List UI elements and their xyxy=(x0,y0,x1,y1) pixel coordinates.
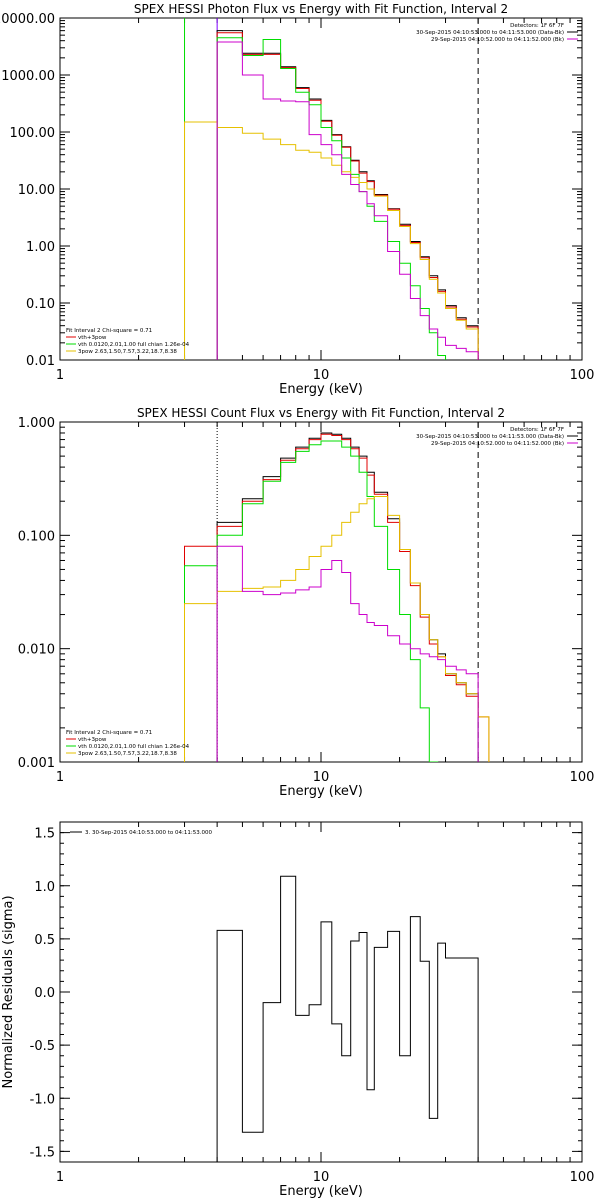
chart-resid: 1 10 100 Energy (keV) -1.5 -1.0 -0.5 0.0 0.5 1.0 1… xyxy=(1,821,595,1199)
y-tick-label: 0.5 xyxy=(34,933,55,948)
legend-entry: 29-Sep-2015 04:10:52.000 to 04:11:52.000… xyxy=(431,37,564,43)
legend-entry: vth 0.0120,2.01,1.00 full chian 1.26e-04 xyxy=(78,744,190,750)
series-line xyxy=(216,545,479,762)
chart-photon: SPEX HESSI Photon Flux vs Energy with Fi… xyxy=(0,2,594,397)
legend-entry: Fit Interval 2 Chi-square = 0.71 xyxy=(66,328,152,334)
legend-entry: vth+3pow xyxy=(78,335,107,341)
series-line xyxy=(216,875,479,1162)
y-tick-label: 1.5 xyxy=(34,827,55,842)
y-tick-label: 10.00 xyxy=(18,183,55,198)
legend-entry: 30-Sep-2015 04:10:53.000 to 04:11:53.000… xyxy=(416,434,564,440)
series-line xyxy=(184,496,490,762)
y-tick-label: 0.10 xyxy=(26,297,55,312)
y-tick-label: -1.0 xyxy=(30,1092,55,1107)
y-tick-label: 10000.00 xyxy=(0,12,55,27)
series-line xyxy=(184,440,446,762)
y-tick-label: 1000.00 xyxy=(1,69,55,84)
x-tick-label: 100 xyxy=(570,770,595,785)
y-tick-label: 0.01 xyxy=(26,354,55,369)
legend-entry: 3pow 2.63,1.50,7.57,3.22,18.7,8.38 xyxy=(78,349,177,355)
y-tick-label: 100.00 xyxy=(10,126,56,141)
series-line xyxy=(216,32,479,360)
series-line xyxy=(216,30,479,360)
y-tick-label: 0.0 xyxy=(34,986,55,1001)
x-axis-label: Energy (keV) xyxy=(279,784,363,799)
legend-entry: vth+3pow xyxy=(78,737,107,743)
legend-entry: Fit Interval 2 Chi-square = 0.71 xyxy=(66,730,152,736)
legend-entry: vth 0.0120,2.01,1.00 full chian 1.26e-04 xyxy=(78,342,190,348)
x-tick-label: 1 xyxy=(56,368,64,383)
y-axis-label: Normalized Residuals (sigma) xyxy=(1,895,16,1088)
x-tick-label: 1 xyxy=(56,770,64,785)
y-tick-label: 1.0 xyxy=(34,880,55,895)
x-tick-label: 10 xyxy=(313,1170,330,1185)
plot-frame xyxy=(59,421,583,763)
legend-entry: Detectors: 1F 6F 7F xyxy=(510,427,564,433)
series-line xyxy=(216,37,446,360)
y-tick-label: -1.5 xyxy=(30,1145,55,1160)
series-line xyxy=(184,121,479,360)
x-tick-label: 100 xyxy=(570,368,595,383)
legend-entry: 3. 30-Sep-2015 04:10:53.000 to 04:11:53.… xyxy=(85,830,212,836)
legend-entry: 30-Sep-2015 04:10:53.000 to 04:11:53.000… xyxy=(416,30,564,36)
y-tick-label: 0.100 xyxy=(18,529,55,544)
chart-title: SPEX HESSI Photon Flux vs Energy with Fi… xyxy=(134,2,508,16)
series-line xyxy=(184,433,490,762)
plot-frame xyxy=(59,17,583,361)
series-line xyxy=(216,41,479,360)
x-tick-label: 1 xyxy=(56,1170,64,1185)
chart-title: SPEX HESSI Count Flux vs Energy with Fit… xyxy=(137,406,505,420)
x-tick-label: 10 xyxy=(313,770,330,785)
y-tick-label: 1.000 xyxy=(18,416,55,431)
y-tick-label: -0.5 xyxy=(30,1039,55,1054)
legend-entry: 29-Sep-2015 04:10:52.000 to 04:11:52.000… xyxy=(431,441,564,447)
series-line xyxy=(216,432,479,762)
chart-count: SPEX HESSI Count Flux vs Energy with Fit… xyxy=(18,406,595,799)
x-tick-label: 10 xyxy=(313,368,330,383)
x-axis-label: Energy (keV) xyxy=(279,1184,363,1199)
x-tick-label: 100 xyxy=(570,1170,595,1185)
legend-entry: 3pow 2.63,1.50,7.57,3.22,18.7,8.38 xyxy=(78,751,177,757)
y-tick-label: 1.00 xyxy=(26,240,55,255)
legend-entry: Detectors: 1F 6F 7F xyxy=(510,23,564,29)
y-tick-label: 0.010 xyxy=(18,643,55,658)
y-tick-label: 0.001 xyxy=(18,756,55,771)
x-axis-label: Energy (keV) xyxy=(279,382,363,397)
